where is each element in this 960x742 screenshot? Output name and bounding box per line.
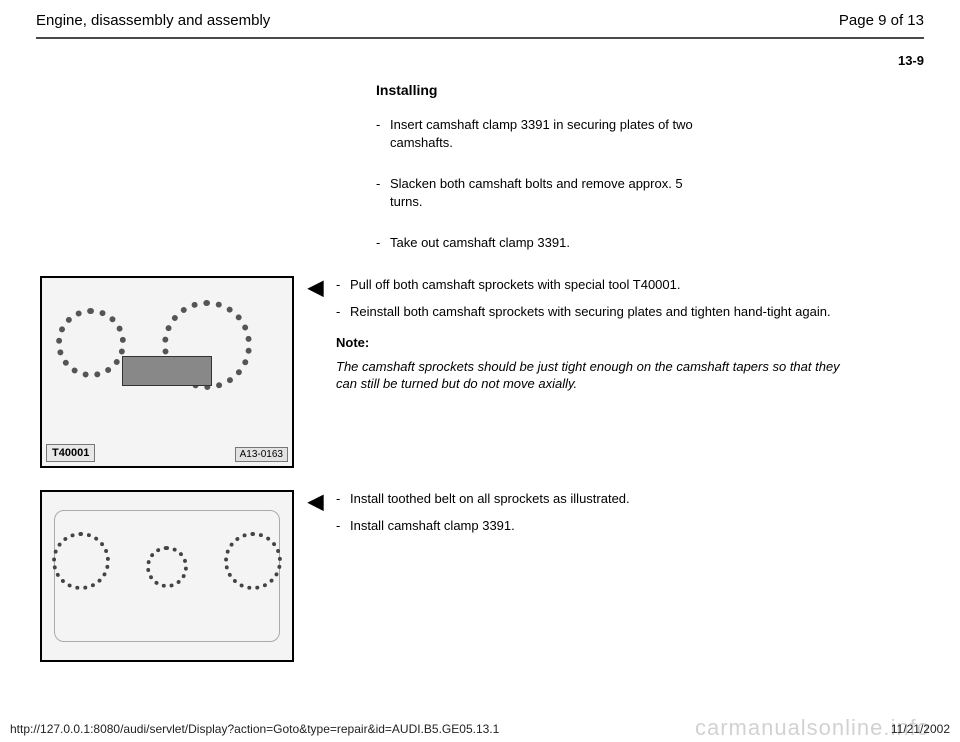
bullet-dash: - (336, 517, 350, 535)
figure-toothed-belt (40, 490, 294, 662)
header-page-of: Page 9 of 13 (839, 12, 924, 29)
bullet-3: Take out camshaft clamp 3391. (390, 234, 570, 252)
figure-tool-label: T40001 (46, 444, 95, 462)
note-label: Note: (336, 335, 924, 350)
header-title: Engine, disassembly and assembly (36, 12, 270, 29)
footer: http://127.0.0.1:8080/audi/servlet/Displ… (0, 722, 960, 736)
bullet-dash: - (376, 116, 390, 151)
figure-row-1: T40001 A13-0163 ▶ - Pull off both camsha… (36, 276, 924, 468)
bullet-1: Insert camshaft clamp 3391 in securing p… (390, 116, 710, 151)
figure-ref-label: A13-0163 (235, 447, 288, 462)
row2-bullet-1: Install toothed belt on all sprockets as… (350, 490, 630, 508)
header-divider (36, 37, 924, 39)
note-body: The camshaft sprockets should be just ti… (336, 358, 856, 393)
bullet-dash: - (336, 490, 350, 508)
pointer-arrow-icon: ▶ (308, 492, 323, 512)
section-heading-installing: Installing (376, 82, 924, 98)
bullet-dash: - (376, 175, 390, 210)
bullet-2: Slacken both camshaft bolts and remove a… (390, 175, 710, 210)
bullet-dash: - (376, 234, 390, 252)
footer-url: http://127.0.0.1:8080/audi/servlet/Displ… (10, 722, 499, 736)
top-bullet-list: - Insert camshaft clamp 3391 in securing… (376, 116, 924, 252)
figure-t40001: T40001 A13-0163 (40, 276, 294, 468)
figure-row-2: ▶ - Install toothed belt on all sprocket… (36, 490, 924, 662)
bullet-dash: - (336, 303, 350, 321)
page-number: 13-9 (36, 53, 924, 68)
footer-date: 11/21/2002 (891, 722, 950, 736)
row1-bullet-1: Pull off both camshaft sprockets with sp… (350, 276, 680, 294)
row1-bullet-2: Reinstall both camshaft sprockets with s… (350, 303, 831, 321)
row2-bullet-2: Install camshaft clamp 3391. (350, 517, 515, 535)
bullet-dash: - (336, 276, 350, 294)
pointer-arrow-icon: ▶ (308, 278, 323, 298)
